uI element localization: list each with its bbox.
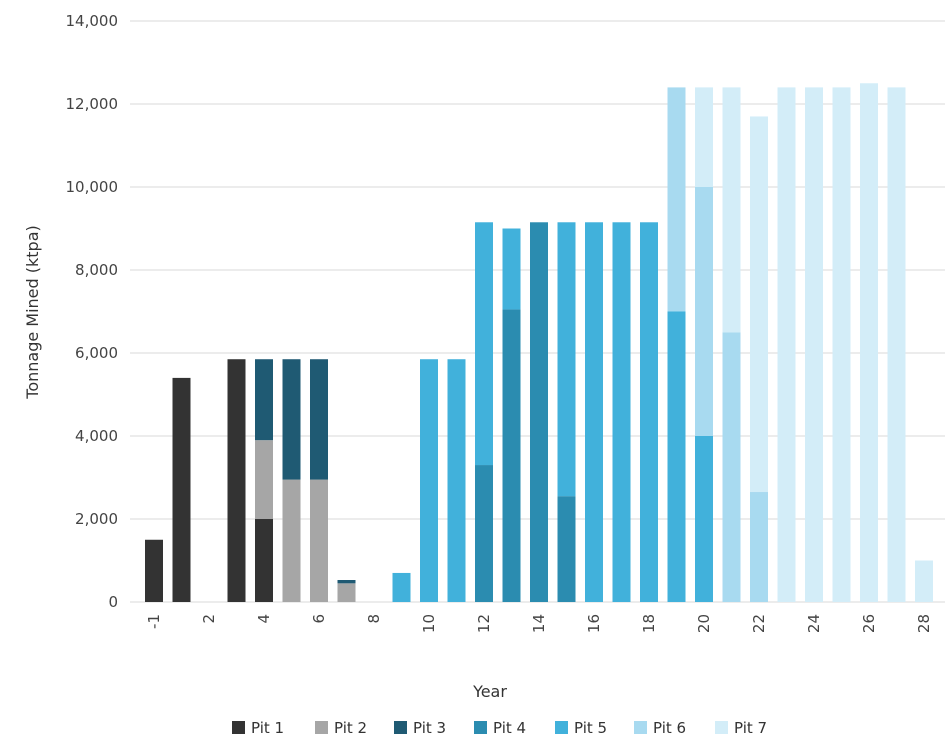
bar-segment [337,580,356,584]
legend-label: Pit 6 [653,719,686,737]
bar-segment [695,436,713,602]
x-tick-label: 14 [530,614,548,633]
legend-item: Pit 5 [555,719,607,737]
bar-segment [530,222,548,602]
x-tick-label: 24 [805,614,823,633]
x-tick-label: 8 [365,614,383,624]
bar-segment [887,87,906,602]
bar-segment [695,187,713,436]
x-tick-label: 20 [695,614,713,633]
y-tick-label: 6,000 [75,344,118,362]
y-tick-label: 10,000 [66,178,119,196]
bar-segment [255,440,273,519]
bar-segment [310,359,328,480]
x-axis-title: Year [472,682,507,701]
bar-segment [502,228,521,310]
legend-swatch [715,721,728,734]
bar-segment [227,359,246,602]
legend-swatch [394,721,407,734]
bar-segment [337,583,356,602]
bar-segment [750,492,768,602]
bar-segment [915,560,933,602]
bar-segment [255,359,273,441]
bar-segment [695,87,713,187]
legend-label: Pit 4 [493,719,526,737]
y-tick-label: 2,000 [75,510,118,528]
y-axis-ticks: 0 2,000 4,000 6,000 8,000 10,000 12,000 14,000 [66,12,119,611]
legend-item: Pit 6 [634,719,686,737]
bar-segment [310,479,328,602]
x-tick-label: 16 [585,614,603,633]
legend-swatch [474,721,487,734]
y-tick-label: 12,000 [66,95,119,113]
legend-swatch [232,721,245,734]
bar-segment [475,465,493,602]
legend-item: Pit 2 [315,719,367,737]
x-tick-label: 4 [255,614,273,624]
bar-segment [557,496,576,602]
y-tick-label: 4,000 [75,427,118,445]
legend-item: Pit 3 [394,719,446,737]
legend-item: Pit 1 [232,719,284,737]
bar-segment [722,87,741,333]
x-tick-label: 6 [310,614,328,624]
x-tick-label: 2 [200,614,218,624]
bar-segment [172,377,191,602]
bar-segment [282,479,301,602]
bar-segment [282,359,301,480]
legend-label: Pit 3 [413,719,446,737]
bars [145,83,933,602]
bar-segment [447,359,466,602]
bar-segment [392,572,411,602]
bar-segment [667,311,686,602]
legend-label: Pit 7 [734,719,767,737]
bar-segment [557,222,576,497]
bar-segment [420,359,438,602]
x-tick-label: 22 [750,614,768,633]
x-tick-label: -1 [145,614,163,629]
legend-swatch [315,721,328,734]
legend-swatch [634,721,647,734]
legend-label: Pit 1 [251,719,284,737]
y-tick-label: 14,000 [66,12,119,30]
bar-segment [502,309,521,602]
x-tick-label: 12 [475,614,493,633]
legend-swatch [555,721,568,734]
bar-segment [475,222,493,466]
bar-segment [805,87,823,602]
legend-item: Pit 4 [474,719,526,737]
y-tick-label: 0 [108,593,118,611]
bar-segment [750,116,768,493]
x-tick-label: 10 [420,614,438,633]
bar-segment [722,332,741,602]
bar-segment [255,519,273,602]
bar-segment [667,87,686,312]
y-tick-label: 8,000 [75,261,118,279]
legend-label: Pit 5 [574,719,607,737]
bar-segment [832,87,851,602]
x-tick-label: 18 [640,614,658,633]
x-tick-label: 26 [860,614,878,633]
bar-segment [860,83,878,602]
legend-item: Pit 7 [715,719,767,737]
x-tick-label: 28 [915,614,933,633]
bar-segment [640,222,658,602]
bar-segment [585,222,603,602]
x-axis-ticks: -1 2 4 6 8 10 12 14 16 18 20 22 24 26 28 [145,614,933,633]
bar-segment [612,222,631,602]
y-axis-title: Tonnage Mined (ktpa) [23,225,42,399]
legend-label: Pit 2 [334,719,367,737]
bar-segment [145,539,163,602]
legend: Pit 1 Pit 2 Pit 3 Pit 4 Pit 5 Pit 6 Pit 7 [232,719,767,737]
bar-segment [777,87,796,602]
